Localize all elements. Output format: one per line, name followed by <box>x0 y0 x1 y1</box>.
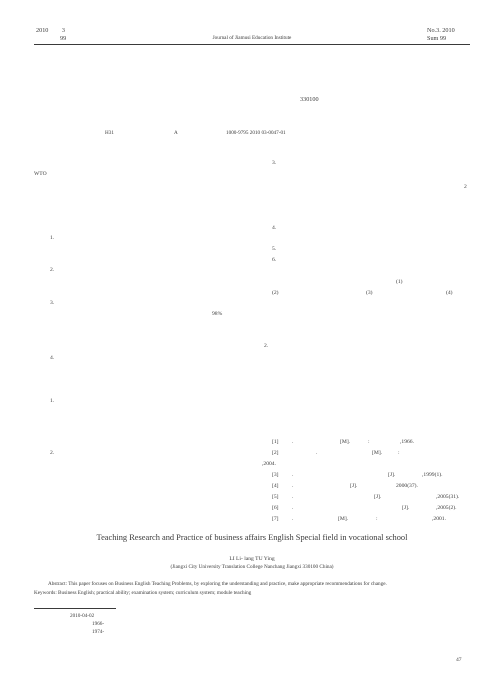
reference-type: [M]. <box>340 439 351 445</box>
left-item-1: 1. <box>50 235 55 241</box>
reference-year: ,1999(1). <box>422 472 443 478</box>
page-number: 47 <box>456 657 462 663</box>
reference-number: [6] <box>272 505 279 511</box>
left-item-3: 3. <box>50 300 55 306</box>
reference-type: [M]. <box>338 516 349 522</box>
reference-part: . <box>292 439 294 445</box>
reference-number: [7] <box>272 516 279 522</box>
author-birth-year-1: 1966- <box>92 621 105 627</box>
english-title: Teaching Research and Practice of busine… <box>96 533 408 542</box>
reference-number: [2] <box>272 450 279 456</box>
right-item-3: 3. <box>272 160 277 166</box>
left-subitem-1: 1. <box>50 398 55 404</box>
reference-part: . <box>292 516 294 522</box>
english-abstract: Abstract: This paper focuses on Business… <box>48 581 387 587</box>
right-section-2: 2. <box>264 343 269 349</box>
reference-6: [6] . [J]. ,2005(2). <box>272 505 472 511</box>
header-sum: Sum 99 <box>427 35 447 42</box>
reference-type: [J]. <box>350 483 358 489</box>
reference-4: [4] . [J]. 2000(37). <box>272 483 472 489</box>
header-issue-en: No.3. 2010 <box>427 27 455 34</box>
reference-type: [J]. <box>374 494 382 500</box>
footnote-rule <box>34 608 116 609</box>
left-item-4: 4. <box>50 355 55 361</box>
postcode: 330100 <box>300 96 319 103</box>
reference-part: : <box>368 439 370 445</box>
english-authors: LI Li- lang TU Ying <box>229 556 275 562</box>
reference-year: ,2001. <box>432 516 446 522</box>
right-item-5: 5. <box>272 246 277 252</box>
left-text-percent: 98% <box>212 311 223 317</box>
header-cumulative: 99 <box>60 35 67 42</box>
author-birth-year-2: 1974- <box>92 629 105 635</box>
reference-part: . <box>292 494 294 500</box>
reference-year: ,2005(2). <box>436 505 457 511</box>
right-item-4: 4. <box>272 225 277 231</box>
header-issue: 2010 3 <box>36 27 65 34</box>
article-id: 1000-9795 2010 03-0047-01 <box>226 130 286 136</box>
reference-number: [1] <box>272 439 279 445</box>
reference-part: . <box>292 483 294 489</box>
received-date: 2010-04-02 <box>70 613 95 619</box>
reference-number: [3] <box>272 472 279 478</box>
header-rule <box>34 44 470 45</box>
right-point-3: (3) <box>366 290 373 296</box>
reference-year: 2000(37). <box>396 483 418 489</box>
reference-number: [5] <box>272 494 279 500</box>
document-code: A <box>174 130 178 136</box>
english-affiliation: (Jiangxi City University Translation Col… <box>170 564 334 570</box>
reference-2: [2] . [M]. : <box>272 450 472 456</box>
reference-5: [5] . [J]. ,2005(31). <box>272 494 472 500</box>
reference-part: . <box>292 472 294 478</box>
right-text-2: 2 <box>464 184 467 190</box>
reference-number: [4] <box>272 483 279 489</box>
reference-part: . <box>292 505 294 511</box>
reference-year: ,2005(31). <box>436 494 460 500</box>
reference-7: [7] . [M]. : ,2001. <box>272 516 472 522</box>
reference-part: : <box>398 450 400 456</box>
reference-1: [1] . [M]. : ,1966. <box>272 439 472 445</box>
reference-2-cont: ,2004. <box>262 461 276 467</box>
right-point-4: (4) <box>446 290 453 296</box>
reference-part: . <box>316 450 318 456</box>
reference-year: ,1966. <box>400 439 414 445</box>
journal-name: Journal of Jiamusi Education Institute <box>212 35 292 41</box>
header-issue-number: 3 <box>61 27 66 34</box>
classification-code: H31 <box>105 130 114 136</box>
reference-part: : <box>376 516 378 522</box>
reference-3: [3] . [J]. ,1999(1). <box>272 472 472 478</box>
left-text-wto: WTO <box>34 171 47 177</box>
left-subitem-2: 2. <box>50 450 55 456</box>
right-point-1: (1) <box>396 279 403 285</box>
reference-type: [J]. <box>402 505 410 511</box>
header-year: 2010 <box>36 27 49 34</box>
right-item-6: 6. <box>272 257 277 263</box>
reference-type: [J]. <box>388 472 396 478</box>
right-point-2: (2) <box>272 290 279 296</box>
left-item-2: 2. <box>50 267 55 273</box>
english-keywords: Keywords: Business English; practical ab… <box>34 590 252 596</box>
reference-type: [M]. <box>372 450 383 456</box>
